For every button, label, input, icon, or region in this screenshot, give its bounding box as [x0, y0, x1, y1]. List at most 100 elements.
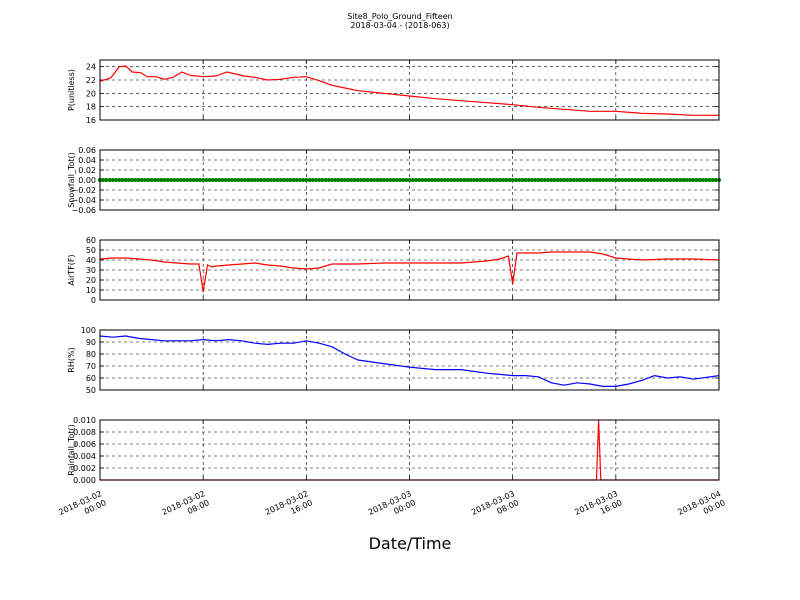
data-point [555, 178, 560, 182]
y-tick-label: 60 [86, 374, 96, 383]
data-point [588, 178, 593, 182]
data-point [301, 178, 306, 182]
axes-frame [99, 59, 720, 121]
data-point [604, 178, 609, 182]
data-point [217, 178, 222, 182]
y-tick-label: 0.002 [73, 464, 96, 473]
data-point [546, 178, 551, 182]
data-point [478, 178, 483, 182]
data-point [713, 178, 718, 182]
data-point [536, 178, 541, 182]
data-point [191, 178, 196, 182]
data-point [623, 178, 628, 182]
y-axis-label: RH(%) [67, 347, 76, 372]
y-axis-label: Snowfall_Tot() [67, 152, 76, 208]
y-tick-label: 0.000 [73, 476, 96, 485]
y-tick-label: 40 [86, 256, 96, 265]
data-point [252, 178, 257, 182]
data-point [430, 178, 435, 182]
data-point [704, 178, 709, 182]
y-tick-label: 0.00 [78, 176, 96, 185]
data-point [439, 178, 444, 182]
data-point [214, 178, 219, 182]
data-point [181, 178, 186, 182]
data-point [481, 178, 486, 182]
data-point [707, 178, 712, 182]
data-point [497, 178, 502, 182]
data-point [185, 178, 190, 182]
data-point [459, 178, 464, 182]
y-tick-label: 0.008 [73, 428, 96, 437]
data-point [491, 178, 496, 182]
data-point [391, 178, 396, 182]
data-point [384, 178, 389, 182]
data-point [504, 178, 509, 182]
data-point [617, 178, 622, 182]
figure-subtitle: 2018-03-04 - (2018-063) [350, 21, 450, 30]
data-point [526, 178, 531, 182]
data-point [330, 178, 335, 182]
data-point [220, 178, 225, 182]
data-point [104, 178, 109, 182]
data-point [455, 178, 460, 182]
data-point [607, 178, 612, 182]
data-point [700, 178, 705, 182]
data-point [159, 178, 164, 182]
data-point [571, 178, 576, 182]
data-point [639, 178, 644, 182]
data-point [317, 178, 322, 182]
data-point [420, 178, 425, 182]
y-tick-label: 18 [86, 103, 96, 112]
data-point [343, 178, 348, 182]
data-point [352, 178, 357, 182]
data-point [678, 178, 683, 182]
data-point [446, 178, 451, 182]
data-point [488, 178, 493, 182]
data-point [671, 178, 676, 182]
data-point [365, 178, 370, 182]
data-point [268, 178, 273, 182]
data-point [594, 178, 599, 182]
series-line [99, 251, 720, 293]
data-point [539, 178, 544, 182]
data-point [423, 178, 428, 182]
data-point [629, 178, 634, 182]
data-point [207, 178, 212, 182]
data-point [520, 178, 525, 182]
data-point [468, 178, 473, 182]
data-point [233, 178, 238, 182]
data-point [188, 178, 193, 182]
data-point [668, 178, 673, 182]
data-point [562, 178, 567, 182]
data-point [168, 178, 173, 182]
axes-frame [99, 149, 720, 211]
data-point [410, 178, 415, 182]
data-point [230, 178, 235, 182]
data-point [259, 178, 264, 182]
data-point [636, 178, 641, 182]
data-point [559, 178, 564, 182]
y-tick-label: 16 [86, 116, 96, 125]
data-point [397, 178, 402, 182]
data-point [513, 178, 518, 182]
data-point [368, 178, 373, 182]
data-point [130, 178, 135, 182]
data-point [433, 178, 438, 182]
data-point [687, 178, 692, 182]
data-point [320, 178, 325, 182]
data-point [172, 178, 177, 182]
data-point [381, 178, 386, 182]
axes-frame [99, 239, 720, 301]
title-block: Site8_Polo_Ground_Fifteen 2018-03-04 - (… [0, 12, 800, 30]
data-point [323, 178, 328, 182]
data-point [584, 178, 589, 182]
data-point [691, 178, 696, 182]
data-point [297, 178, 302, 182]
data-point [355, 178, 360, 182]
data-point [471, 178, 476, 182]
data-point [175, 178, 180, 182]
data-point [197, 178, 202, 182]
